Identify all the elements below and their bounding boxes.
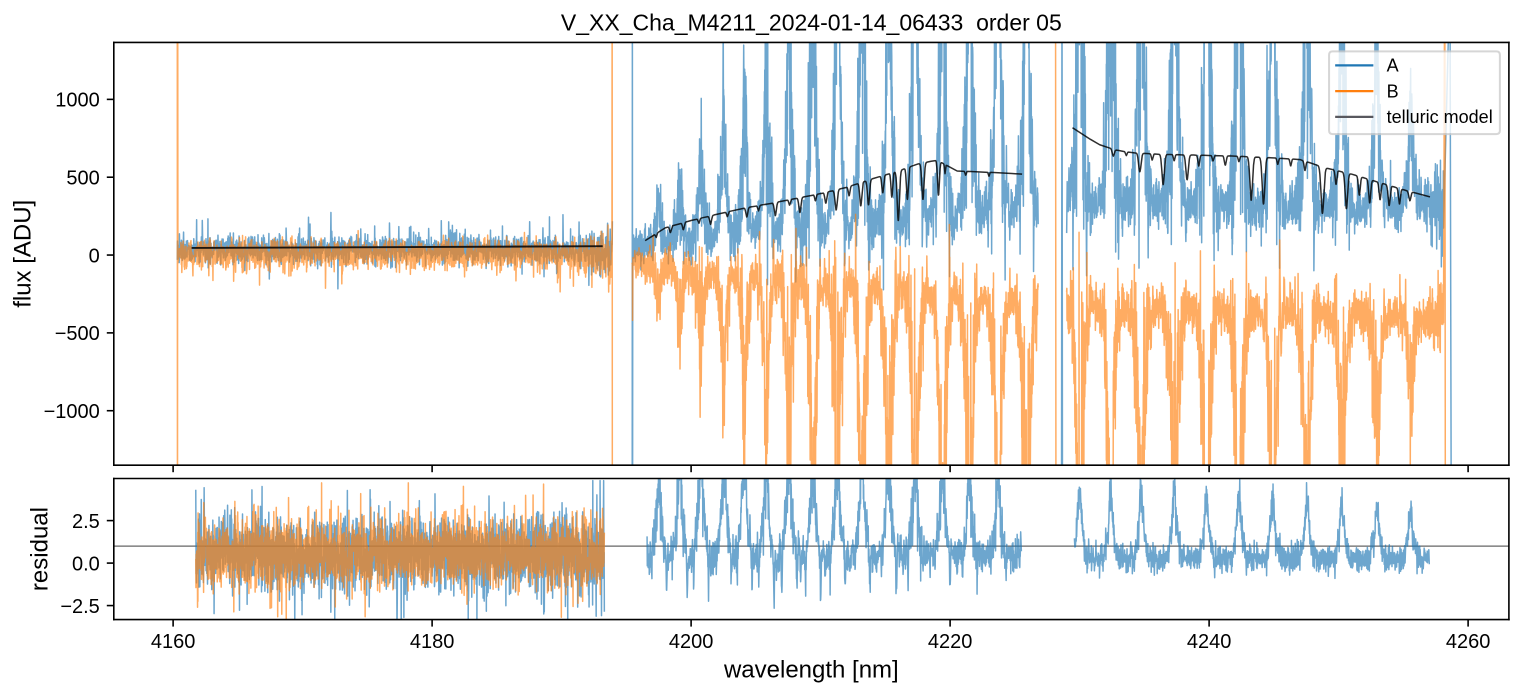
svg-text:−500: −500 [55, 323, 100, 345]
svg-text:−1000: −1000 [44, 401, 100, 423]
svg-text:telluric model: telluric model [1387, 107, 1493, 127]
svg-text:−2.5: −2.5 [60, 596, 99, 618]
svg-text:0: 0 [89, 245, 100, 267]
svg-text:A: A [1387, 56, 1399, 76]
svg-text:4240: 4240 [1187, 631, 1232, 653]
svg-text:V_XX_Cha_M4211_2024-01-14_0643: V_XX_Cha_M4211_2024-01-14_06433 order 05 [561, 9, 1062, 35]
svg-text:flux [ADU]: flux [ADU] [10, 200, 37, 308]
svg-text:500: 500 [66, 167, 99, 189]
svg-text:4160: 4160 [151, 631, 196, 653]
svg-text:4200: 4200 [669, 631, 714, 653]
svg-text:4180: 4180 [410, 631, 455, 653]
svg-text:2.5: 2.5 [72, 511, 100, 533]
svg-text:residual: residual [26, 507, 53, 591]
svg-text:1000: 1000 [55, 90, 100, 112]
svg-text:wavelength [nm]: wavelength [nm] [723, 657, 899, 684]
svg-text:B: B [1387, 81, 1399, 101]
svg-text:4220: 4220 [928, 631, 973, 653]
svg-text:4260: 4260 [1446, 631, 1491, 653]
svg-text:0.0: 0.0 [72, 553, 100, 575]
